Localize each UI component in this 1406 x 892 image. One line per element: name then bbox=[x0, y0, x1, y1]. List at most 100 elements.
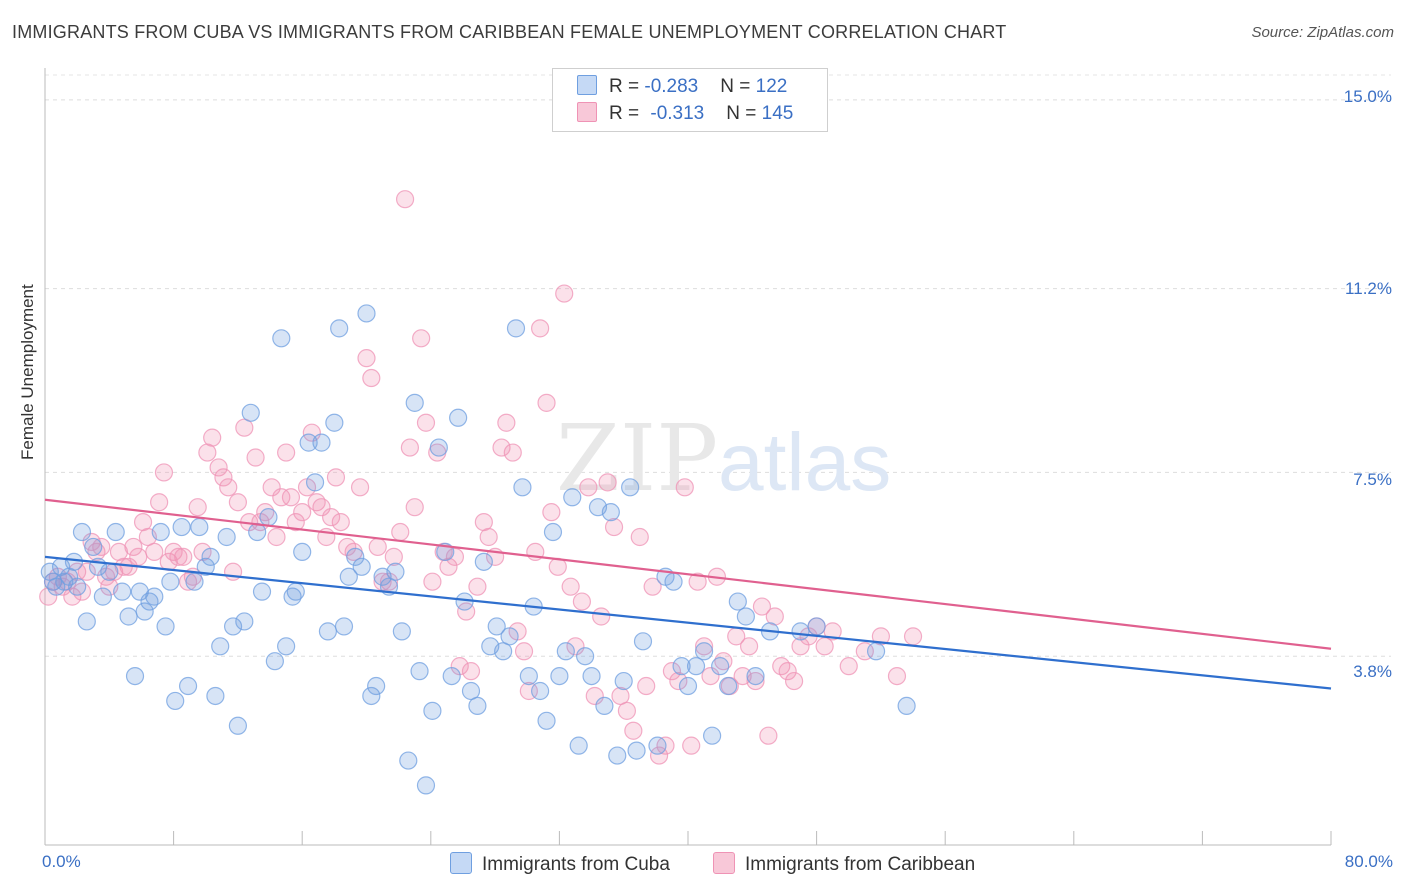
data-point bbox=[326, 468, 346, 487]
data-point bbox=[352, 557, 371, 576]
data-point bbox=[643, 577, 662, 596]
data-point bbox=[334, 617, 354, 636]
caribbean-n-label: N = bbox=[726, 103, 762, 124]
data-point bbox=[423, 572, 442, 591]
data-point bbox=[256, 503, 275, 522]
watermark: ZIP atlas bbox=[556, 405, 891, 512]
data-point bbox=[211, 637, 230, 656]
data-point bbox=[357, 349, 376, 368]
data-point bbox=[429, 438, 448, 457]
data-point bbox=[630, 527, 649, 547]
data-point bbox=[178, 676, 198, 696]
data-point bbox=[246, 448, 265, 467]
data-point bbox=[445, 547, 465, 566]
data-point bbox=[150, 493, 169, 512]
data-point bbox=[627, 741, 646, 760]
data-point bbox=[196, 557, 215, 576]
data-point bbox=[752, 597, 772, 616]
caribbean-r-label: R = bbox=[609, 103, 645, 124]
data-point bbox=[235, 612, 254, 631]
bottom-caribbean-swatch bbox=[713, 852, 735, 874]
data-point bbox=[579, 478, 598, 497]
data-point bbox=[185, 572, 204, 591]
data-point bbox=[130, 582, 149, 601]
data-point bbox=[350, 478, 370, 497]
data-point bbox=[281, 488, 301, 507]
cuba-r-label: R = bbox=[609, 76, 645, 97]
data-point bbox=[325, 413, 344, 432]
cuba-swatch bbox=[577, 75, 597, 95]
bottom-legend-cuba: Immigrants from Cuba bbox=[450, 852, 670, 876]
data-point bbox=[140, 592, 159, 611]
cuba-r-value: -0.283 bbox=[644, 76, 699, 97]
x-tick-max: 80.0% bbox=[1344, 852, 1393, 871]
data-point bbox=[217, 527, 236, 547]
data-point bbox=[84, 537, 103, 557]
data-point bbox=[87, 542, 106, 562]
data-point bbox=[688, 572, 707, 591]
data-point bbox=[164, 542, 183, 562]
data-point bbox=[582, 666, 601, 686]
cuba-n-value: 122 bbox=[755, 76, 788, 97]
data-point bbox=[728, 592, 747, 611]
legend-row-cuba: R = -0.283 N = 122 bbox=[577, 75, 787, 99]
data-point bbox=[497, 413, 516, 432]
data-point bbox=[302, 423, 321, 442]
data-point bbox=[703, 726, 722, 745]
bottom-cuba-swatch bbox=[450, 852, 472, 874]
data-point bbox=[72, 582, 92, 601]
caribbean-n-value: 145 bbox=[761, 103, 794, 124]
data-point bbox=[330, 319, 349, 338]
data-point bbox=[318, 622, 338, 641]
data-point bbox=[866, 642, 886, 661]
data-point bbox=[399, 751, 418, 770]
data-point bbox=[277, 637, 296, 656]
data-point bbox=[151, 522, 170, 542]
data-point bbox=[598, 473, 617, 492]
data-point bbox=[585, 686, 604, 706]
data-point bbox=[778, 662, 797, 681]
data-point bbox=[608, 746, 627, 765]
x-tick-min: 0.0% bbox=[42, 852, 81, 871]
data-point bbox=[682, 736, 701, 755]
data-point bbox=[514, 642, 534, 661]
data-point bbox=[400, 438, 420, 457]
data-point bbox=[405, 393, 424, 412]
data-point bbox=[897, 696, 916, 716]
data-point bbox=[124, 537, 143, 557]
cuba-n-label: N = bbox=[720, 76, 756, 97]
data-point bbox=[209, 458, 228, 477]
data-point bbox=[569, 736, 588, 755]
data-point bbox=[449, 408, 468, 427]
data-point bbox=[63, 587, 82, 606]
data-point bbox=[201, 547, 220, 566]
watermark-atlas: atlas bbox=[718, 417, 891, 508]
data-point bbox=[228, 716, 247, 735]
data-point bbox=[188, 498, 207, 517]
data-point bbox=[736, 607, 755, 626]
data-point bbox=[286, 512, 305, 532]
data-point bbox=[791, 622, 810, 641]
data-point bbox=[537, 711, 556, 730]
data-point bbox=[154, 463, 174, 482]
data-point bbox=[887, 666, 907, 686]
data-point bbox=[739, 637, 759, 656]
data-point bbox=[678, 676, 698, 696]
data-point bbox=[807, 617, 826, 636]
data-point bbox=[662, 662, 682, 681]
trend-lines bbox=[44, 498, 1332, 690]
data-point bbox=[555, 284, 574, 303]
data-point bbox=[416, 776, 436, 795]
data-point bbox=[322, 508, 341, 527]
data-point bbox=[531, 319, 550, 338]
data-point bbox=[214, 468, 233, 487]
data-point bbox=[566, 637, 585, 656]
data-point bbox=[190, 517, 209, 537]
data-point bbox=[746, 671, 765, 691]
data-point bbox=[746, 666, 765, 686]
data-point bbox=[595, 696, 614, 716]
data-point bbox=[572, 592, 592, 611]
data-point bbox=[468, 696, 487, 716]
data-point bbox=[492, 438, 511, 457]
data-point bbox=[759, 726, 778, 745]
